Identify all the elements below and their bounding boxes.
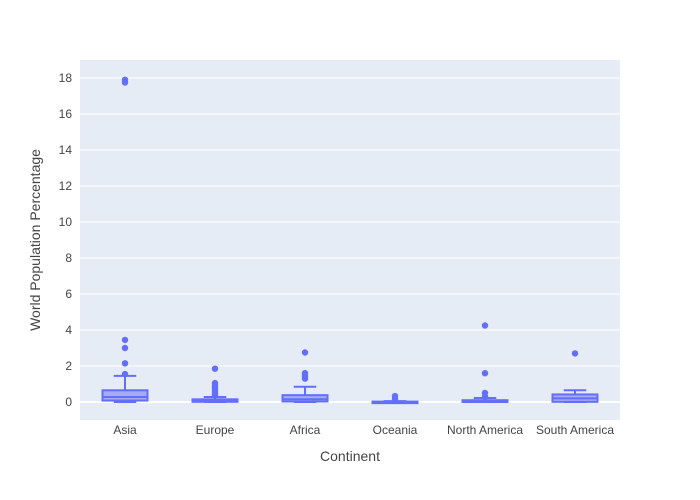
x-tick-label: Europe [196,423,235,437]
boxes [101,76,599,405]
outlier-point [481,370,489,377]
box-asia [101,76,149,403]
y-tick-label: 12 [59,179,73,193]
outlier-point [121,336,129,344]
x-axis-title: Continent [320,448,380,464]
outlier-point [211,379,219,387]
outlier-point [481,322,489,329]
y-tick-label: 18 [59,71,73,85]
outlier-point [301,370,309,377]
y-tick-label: 8 [65,251,72,265]
box-europe [191,365,239,403]
y-tick-label: 6 [65,287,72,301]
y-axis-ticks: 0 2 4 6 8 10 12 14 16 18 [59,71,73,409]
outlier-point [391,392,399,400]
x-axis-ticks: Asia Europe Africa Oceania North America Sout… [113,423,614,437]
outlier-point [571,350,579,357]
outlier-point [121,76,129,84]
grid-lines [80,77,620,403]
outlier-point [121,370,129,378]
box-iqr [101,389,149,402]
box-north-america [461,322,509,404]
y-axis-title: World Population Percentage [27,149,43,331]
y-tick-label: 14 [59,143,73,157]
x-tick-label: Asia [113,423,137,437]
x-tick-label: Oceania [373,423,418,437]
x-tick-label: Africa [290,423,321,437]
x-tick-label: North America [447,423,523,437]
plot-area [80,60,620,420]
box-south-america [551,350,599,403]
outlier-point [481,389,489,397]
y-tick-label: 10 [59,215,73,229]
box-africa [281,349,329,403]
y-tick-label: 2 [65,359,72,373]
y-tick-label: 16 [59,107,73,121]
outlier-point [121,360,129,367]
outlier-point [301,349,309,356]
box-oceania [371,392,419,405]
y-tick-label: 0 [65,395,72,409]
outlier-point [121,344,129,352]
outlier-point [211,365,219,372]
x-tick-label: South America [536,423,614,437]
y-tick-label: 4 [65,323,72,337]
